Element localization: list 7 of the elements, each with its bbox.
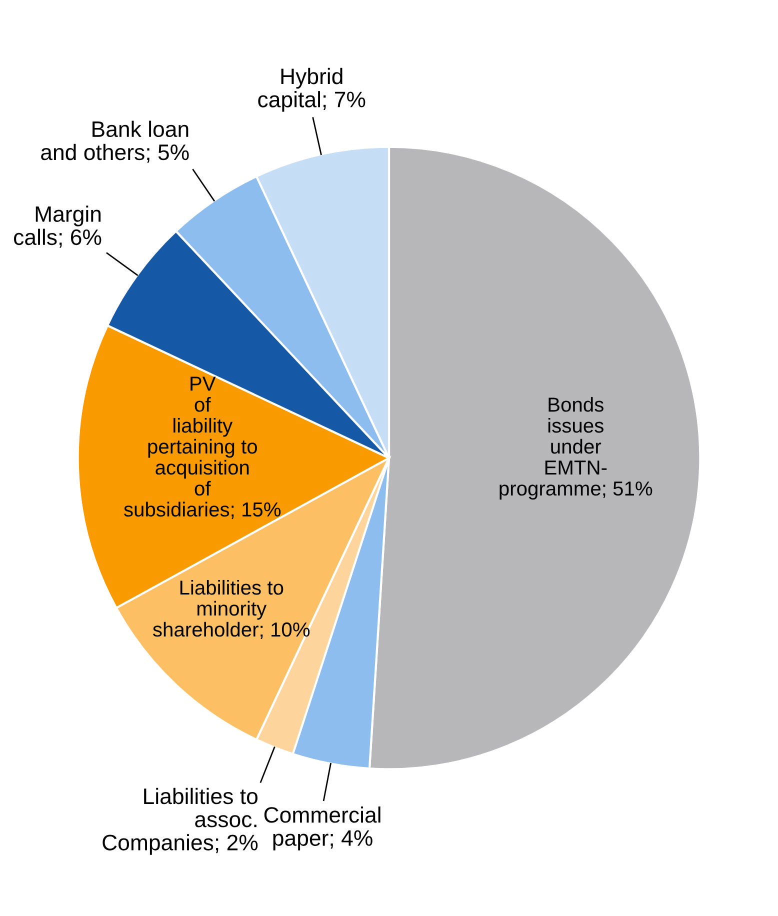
slice-label: PV of liability pertaining to acquisition of subsidiaries; 15% <box>124 376 281 519</box>
slice-label: Liabilities to assoc. Companies; 2% <box>102 788 258 855</box>
slice-label: Bank loan and others; 5% <box>41 120 189 163</box>
slice-label: Commercial paper; 4% <box>264 806 380 850</box>
slice-label: Bonds issues under EMTN- programme; 51% <box>500 396 652 500</box>
slice-label: Margin calls; 6% <box>14 206 102 248</box>
slice-label: Hybrid capital; 7% <box>258 68 366 112</box>
